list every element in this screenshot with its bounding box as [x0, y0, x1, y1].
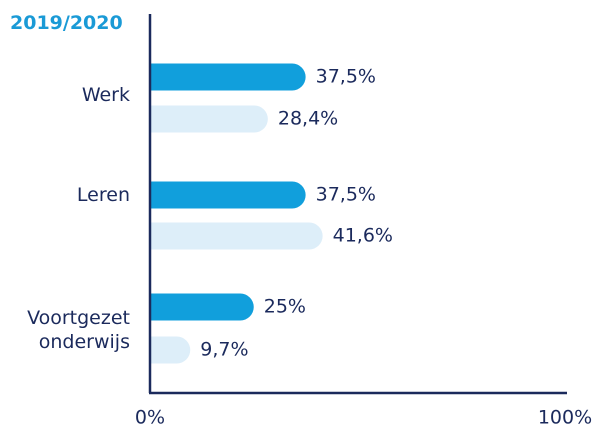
x-tick-label: 0%	[135, 407, 165, 429]
value-label: 37,5%	[316, 66, 376, 88]
bar	[150, 293, 254, 321]
bar	[150, 222, 323, 250]
bar	[150, 181, 306, 209]
y-tick-label: Werk	[81, 84, 130, 106]
value-label: 28,4%	[278, 108, 338, 130]
value-label: 41,6%	[333, 225, 393, 247]
value-label: 25%	[264, 296, 306, 318]
value-label: 37,5%	[316, 184, 376, 206]
y-tick-label: Leren	[76, 184, 130, 206]
y-tick-label: Voortgezet onderwijs	[27, 307, 130, 353]
x-tick-label: 100%	[538, 407, 592, 429]
chart-title: 2019/2020	[10, 12, 123, 34]
bar	[150, 105, 268, 133]
bar	[150, 63, 306, 91]
bar	[150, 336, 191, 364]
value-label: 9,7%	[200, 339, 248, 361]
